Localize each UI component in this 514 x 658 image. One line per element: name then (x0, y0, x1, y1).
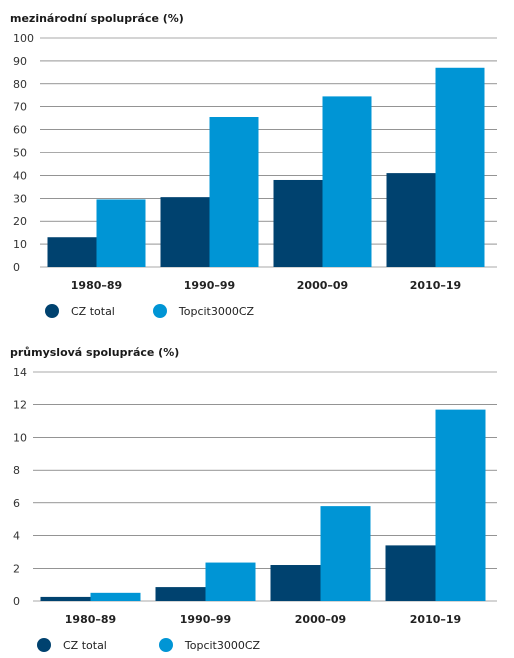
chart2-category-label: 2000–09 (295, 613, 346, 626)
chart1-ytick-label: 70 (13, 101, 27, 114)
chart1-bar-cz-total (386, 173, 436, 267)
chart1-ytick-label: 90 (13, 55, 27, 68)
legend-cz-total: CZ total (45, 304, 115, 318)
chart2-bar-cz-total (40, 596, 91, 601)
chart1-svg: 0 10 20 30 40 50 60 70 80 90 100 1980–89 1990–99 2000… (13, 32, 497, 292)
chart1-category-label: 1990–99 (184, 279, 235, 292)
chart1-bar-topcit (435, 67, 485, 268)
chart1-category-label: 1980–89 (71, 279, 122, 292)
chart2-ytick-label: 0 (13, 595, 20, 608)
chart2-bar-topcit (320, 506, 371, 601)
chart1-bar-topcit (209, 117, 259, 267)
legend-label-cz-total: CZ total (71, 304, 115, 318)
chart1-ytick-label: 100 (13, 32, 34, 45)
chart1-category-label: 2010–19 (410, 279, 461, 292)
legend2-cz-total: CZ total (37, 638, 107, 652)
chart1-legend: CZ total Topcit3000CZ (45, 304, 254, 318)
legend2-dot-cz-total (37, 638, 51, 652)
chart1-ytick-label: 60 (13, 124, 27, 137)
legend-dot-cz-total (45, 304, 59, 318)
chart2-ytick-label: 6 (13, 497, 20, 510)
chart1-ytick-label: 80 (13, 78, 27, 91)
chart1-ytick-label: 50 (13, 147, 27, 160)
legend-dot-topcit (152, 304, 167, 318)
chart1-ytick-label: 10 (13, 238, 27, 251)
chart1-title: mezinárodní spolupráce (%) (10, 12, 184, 25)
chart2-ytick-label: 14 (13, 366, 27, 379)
chart2-category-label: 1980–89 (65, 613, 116, 626)
chart2-bar-topcit (435, 409, 486, 601)
chart2-category-label: 1990–99 (180, 613, 231, 626)
chart2-bar-topcit (205, 562, 256, 601)
legend2-label-topcit: Topcit3000CZ (184, 638, 261, 652)
legend2-topcit: Topcit3000CZ (158, 638, 261, 652)
chart2-ytick-label: 8 (13, 464, 20, 477)
chart1-bar-cz-total (273, 179, 323, 267)
legend2-dot-topcit (158, 638, 173, 652)
chart2-bar-topcit (90, 592, 141, 601)
chart2-ytick-label: 10 (13, 431, 27, 444)
chart2-ytick-label: 2 (13, 562, 20, 575)
chart2-ytick-label: 12 (13, 399, 27, 412)
chart1-category-label: 2000–09 (297, 279, 348, 292)
chart1-bar-cz-total (160, 197, 210, 267)
chart1-ytick-label: 40 (13, 169, 27, 182)
chart1-bar-topcit (322, 96, 372, 268)
chart2-legend: CZ total Topcit3000CZ (37, 638, 260, 652)
chart2-bar-cz-total (155, 587, 206, 601)
chart2-category-label: 2010–19 (410, 613, 461, 626)
chart2-title: průmyslová spolupráce (%) (10, 346, 180, 359)
legend2-label-cz-total: CZ total (63, 638, 107, 652)
chart2-ytick-label: 4 (13, 530, 20, 543)
chart1-ytick-label: 0 (13, 261, 20, 274)
chart1-ytick-label: 20 (13, 215, 27, 228)
legend-topcit: Topcit3000CZ (152, 304, 255, 318)
chart2-bar-cz-total (385, 545, 436, 601)
chart1-ytick-label: 30 (13, 192, 27, 205)
chart1-bar-topcit (96, 199, 146, 267)
legend-label-topcit: Topcit3000CZ (178, 304, 255, 318)
chart2-bar-cz-total (270, 565, 321, 601)
chart1-bar-cz-total (47, 237, 97, 267)
